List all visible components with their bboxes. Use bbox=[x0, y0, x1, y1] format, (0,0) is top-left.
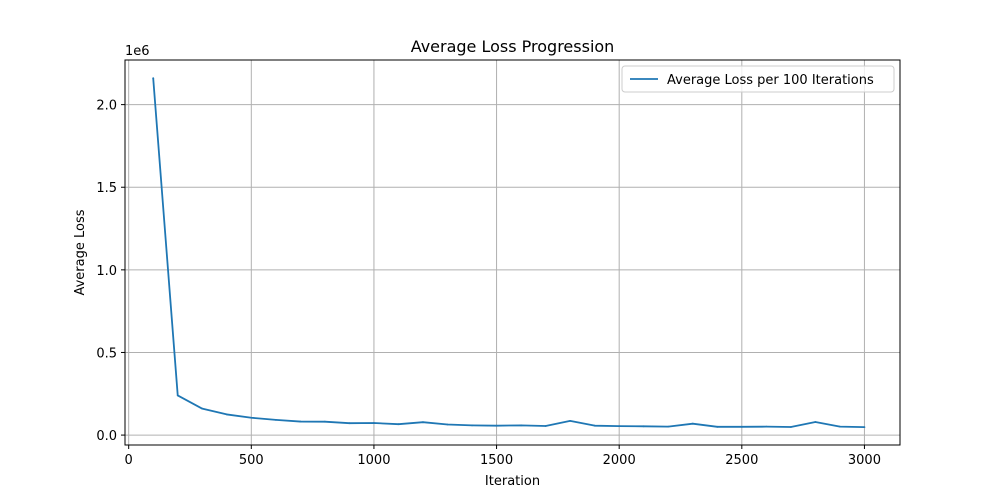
data-point bbox=[691, 422, 694, 425]
y-tick-label: 1.5 bbox=[96, 181, 117, 196]
data-point bbox=[667, 425, 670, 428]
chart-title: Average Loss Progression bbox=[411, 37, 615, 56]
grid bbox=[125, 60, 900, 445]
y-axis-offset-text: 1e6 bbox=[125, 44, 150, 59]
data-point bbox=[250, 416, 253, 419]
y-tick-label: 1.0 bbox=[96, 264, 117, 279]
series-line bbox=[152, 78, 865, 429]
x-tick-label: 2500 bbox=[725, 453, 758, 468]
data-point bbox=[740, 425, 743, 428]
legend: Average Loss per 100 Iterations bbox=[621, 65, 895, 93]
data-point bbox=[397, 423, 400, 426]
x-tick-label: 0 bbox=[125, 453, 133, 468]
x-tick-label: 1000 bbox=[357, 453, 390, 468]
data-point bbox=[593, 424, 596, 427]
ticks: 0 500 1000 1500 2000 2500 3000 0.0 0.5 1.0 1.5 2.0 bbox=[96, 99, 881, 468]
data-point bbox=[201, 407, 204, 410]
y-axis-label: Average Loss bbox=[73, 209, 88, 295]
data-point bbox=[152, 77, 155, 80]
x-tick-label: 500 bbox=[239, 453, 264, 468]
data-point bbox=[348, 422, 351, 425]
data-point bbox=[471, 424, 473, 427]
y-tick-label: 2.0 bbox=[96, 99, 117, 114]
x-axis-label: Iteration bbox=[485, 474, 540, 489]
data-point bbox=[789, 426, 792, 428]
x-tick-label: 1500 bbox=[480, 453, 513, 468]
data-point bbox=[274, 418, 277, 421]
legend-label: Average Loss per 100 Iterations bbox=[667, 73, 874, 88]
data-point bbox=[863, 426, 866, 429]
data-point bbox=[814, 421, 817, 423]
y-tick-label: 0.0 bbox=[96, 429, 117, 444]
data-point bbox=[299, 420, 302, 423]
data-point bbox=[323, 420, 326, 423]
data-point bbox=[422, 421, 424, 424]
data-point bbox=[176, 394, 179, 397]
data-point bbox=[225, 413, 228, 416]
data-point bbox=[373, 422, 375, 424]
x-tick-label: 3000 bbox=[848, 453, 881, 468]
data-point bbox=[839, 425, 841, 428]
series-layer bbox=[152, 77, 866, 429]
data-point bbox=[716, 425, 719, 428]
data-point bbox=[520, 424, 522, 427]
plot-frame bbox=[124, 59, 901, 446]
data-point bbox=[642, 425, 645, 428]
data-point bbox=[765, 425, 768, 428]
data-point bbox=[569, 419, 572, 422]
data-point bbox=[544, 425, 547, 427]
x-tick-label: 2000 bbox=[603, 453, 636, 468]
legend-box bbox=[621, 65, 895, 93]
data-point bbox=[495, 424, 498, 427]
data-point bbox=[618, 425, 621, 428]
data-point bbox=[446, 423, 449, 426]
y-tick-label: 0.5 bbox=[96, 346, 117, 361]
